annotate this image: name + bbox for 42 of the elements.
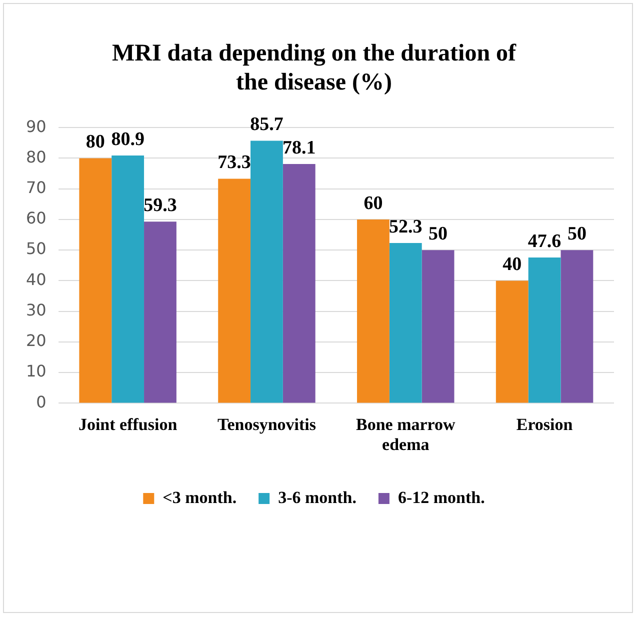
x-tick-label: Tenosynovitis xyxy=(217,414,316,434)
bar xyxy=(250,140,283,403)
x-tick-label: Bone marrow edema xyxy=(356,414,456,454)
bar xyxy=(218,178,251,403)
y-tick-label: 80 xyxy=(26,147,46,166)
legend-label: 6-12 month. xyxy=(398,488,485,507)
data-label: 80 xyxy=(86,132,105,153)
data-label: 50 xyxy=(567,223,586,244)
bar xyxy=(560,250,594,403)
data-label: 60 xyxy=(364,192,383,214)
bar xyxy=(496,280,528,403)
bar xyxy=(144,222,176,403)
bar xyxy=(389,243,422,403)
y-tick-label: 60 xyxy=(26,208,46,228)
data-label: 40 xyxy=(502,254,522,276)
data-label: 78.1 xyxy=(282,137,316,158)
x-tick-label: Erosion xyxy=(516,414,574,434)
legend-label: <3 month. xyxy=(162,488,237,507)
data-label: 85.7 xyxy=(250,114,284,136)
chart-title: MRI data depending on the duration of the disease (%) xyxy=(112,40,518,96)
bar xyxy=(528,257,561,403)
data-label: 80.9 xyxy=(111,128,144,150)
y-tick-label: 90 xyxy=(26,116,46,136)
data-label: 50 xyxy=(428,223,448,244)
bar xyxy=(112,155,144,403)
y-tick-label: 0 xyxy=(36,392,46,412)
data-label: 73.3 xyxy=(218,152,251,174)
bar xyxy=(357,219,390,403)
data-label: 47.6 xyxy=(528,230,562,252)
bar xyxy=(79,158,112,403)
y-tick-label: 20 xyxy=(26,331,46,350)
bar xyxy=(422,250,454,403)
y-tick-label: 50 xyxy=(26,239,46,258)
y-tick-label: 10 xyxy=(26,362,46,381)
y-tick-label: 40 xyxy=(26,270,46,289)
bar xyxy=(282,164,316,403)
y-tick-label: 30 xyxy=(26,300,46,320)
data-label: 59.3 xyxy=(144,195,177,216)
data-label: 52.3 xyxy=(389,216,422,238)
legend-label: 3-6 month. xyxy=(278,488,356,507)
x-tick-label: Joint effusion xyxy=(78,414,178,434)
y-tick-label: 70 xyxy=(26,178,46,197)
